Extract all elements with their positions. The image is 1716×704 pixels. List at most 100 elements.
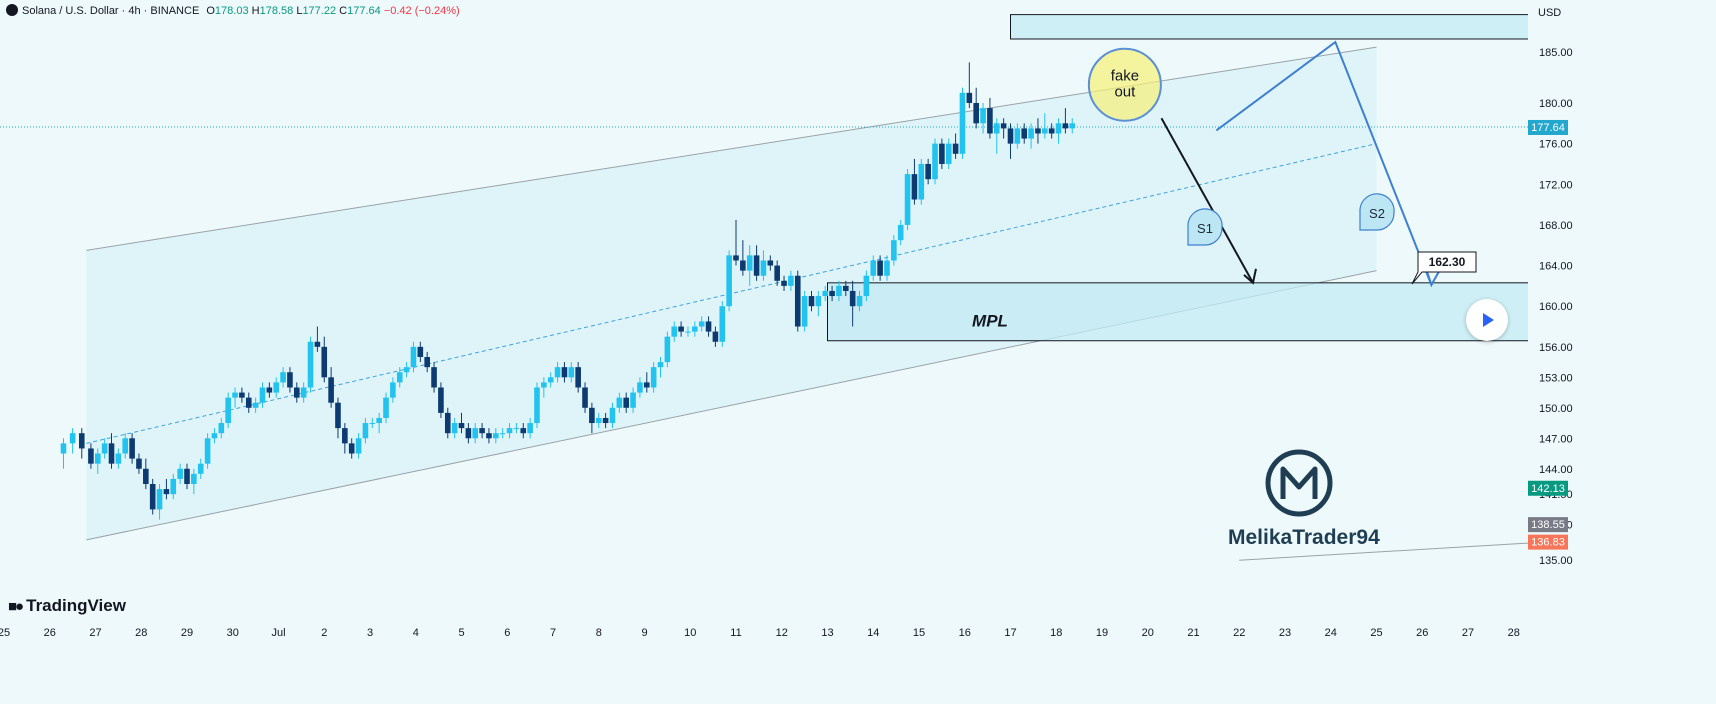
candle[interactable]: [746, 245, 753, 286]
candle[interactable]: [664, 331, 671, 368]
candle[interactable]: [932, 138, 938, 185]
candle[interactable]: [541, 377, 547, 398]
candle[interactable]: [685, 326, 691, 337]
candle[interactable]: [568, 362, 575, 383]
candle[interactable]: [1021, 123, 1028, 144]
candle[interactable]: [390, 377, 396, 403]
candle[interactable]: [197, 458, 204, 479]
candle[interactable]: [602, 412, 609, 429]
candle[interactable]: [273, 377, 280, 398]
candle[interactable]: [705, 316, 712, 337]
candle[interactable]: [88, 443, 94, 469]
candle[interactable]: [69, 428, 76, 454]
price-badge[interactable]: 142.13: [1528, 480, 1568, 496]
candle[interactable]: [486, 428, 492, 444]
candle[interactable]: [794, 270, 801, 332]
candle[interactable]: [108, 433, 115, 469]
candle[interactable]: [993, 118, 1000, 154]
candle[interactable]: [1048, 123, 1055, 139]
candle[interactable]: [945, 138, 952, 170]
candle[interactable]: [149, 478, 156, 515]
candle[interactable]: [623, 392, 629, 413]
candle[interactable]: [348, 438, 355, 459]
candle[interactable]: [637, 377, 643, 398]
candle[interactable]: [561, 362, 568, 383]
play-replay-button[interactable]: [1466, 299, 1508, 341]
candle[interactable]: [245, 392, 252, 413]
candle[interactable]: [781, 275, 787, 291]
candle[interactable]: [122, 433, 129, 459]
candle[interactable]: [177, 463, 183, 484]
candle[interactable]: [918, 158, 925, 205]
candle[interactable]: [911, 158, 918, 205]
candle[interactable]: [465, 423, 472, 444]
candle[interactable]: [534, 382, 540, 429]
candle[interactable]: [115, 448, 122, 469]
candle[interactable]: [547, 372, 554, 388]
candle[interactable]: [1014, 123, 1021, 149]
candle[interactable]: [856, 290, 863, 312]
candle[interactable]: [712, 326, 719, 347]
candle[interactable]: [280, 367, 286, 388]
symbol-header[interactable]: Solana / U.S. Dollar · 4h · BINANCE O178…: [6, 4, 460, 17]
candle[interactable]: [156, 484, 163, 520]
candle[interactable]: [808, 290, 815, 312]
candle[interactable]: [287, 367, 293, 393]
candle[interactable]: [472, 423, 479, 444]
candle[interactable]: [239, 387, 245, 403]
candle[interactable]: [163, 478, 170, 500]
candle[interactable]: [657, 357, 664, 378]
candle[interactable]: [582, 382, 588, 413]
candle[interactable]: [493, 428, 499, 444]
candle[interactable]: [451, 417, 458, 439]
candle[interactable]: [252, 397, 259, 413]
candle[interactable]: [595, 412, 602, 429]
candle[interactable]: [143, 458, 149, 490]
candle[interactable]: [403, 362, 410, 378]
candle[interactable]: [1055, 118, 1062, 144]
candle[interactable]: [609, 402, 616, 429]
candle[interactable]: [774, 260, 780, 286]
candle[interactable]: [616, 392, 623, 413]
candle[interactable]: [891, 235, 897, 266]
candle[interactable]: [78, 428, 85, 459]
candle[interactable]: [321, 336, 328, 383]
candle[interactable]: [980, 103, 986, 134]
candle[interactable]: [211, 428, 218, 444]
candle[interactable]: [726, 250, 732, 312]
s1-callout[interactable]: S1: [1187, 208, 1223, 246]
candle[interactable]: [692, 321, 698, 337]
candle[interactable]: [870, 255, 877, 281]
candle[interactable]: [1007, 123, 1014, 159]
candle[interactable]: [650, 362, 657, 393]
price-badge[interactable]: 177.64: [1528, 119, 1568, 135]
candle[interactable]: [1035, 118, 1041, 144]
candle[interactable]: [218, 417, 225, 439]
candle[interactable]: [815, 290, 822, 317]
candle[interactable]: [225, 392, 231, 429]
candle[interactable]: [136, 453, 142, 474]
candle[interactable]: [328, 367, 334, 408]
candle[interactable]: [506, 423, 513, 439]
candle[interactable]: [952, 133, 959, 159]
candle[interactable]: [129, 433, 135, 464]
candle[interactable]: [300, 382, 307, 403]
candle[interactable]: [897, 219, 904, 246]
candle[interactable]: [396, 367, 403, 388]
candle[interactable]: [939, 138, 945, 170]
candle[interactable]: [925, 158, 931, 185]
candle[interactable]: [383, 392, 389, 424]
candle[interactable]: [836, 280, 842, 302]
candle[interactable]: [232, 387, 238, 408]
candle[interactable]: [431, 362, 437, 393]
candle[interactable]: [259, 382, 266, 408]
candle[interactable]: [733, 219, 739, 266]
price-badge[interactable]: 136.83: [1528, 534, 1568, 550]
candle[interactable]: [1000, 118, 1007, 139]
candle[interactable]: [966, 62, 973, 109]
candle[interactable]: [1028, 123, 1034, 149]
candle[interactable]: [335, 397, 341, 439]
candle[interactable]: [801, 290, 808, 332]
s1-arrow[interactable]: [1160, 117, 1254, 284]
